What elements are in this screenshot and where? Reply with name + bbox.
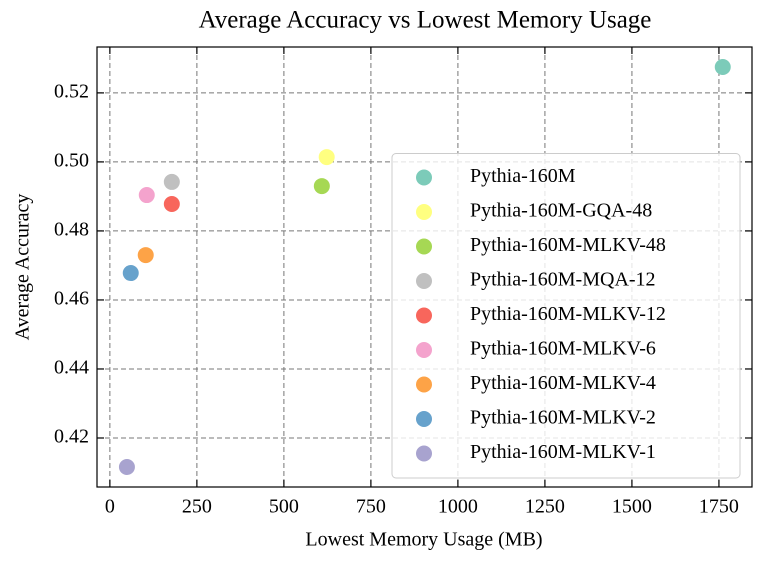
y-tick-label: 0.48 bbox=[54, 219, 89, 241]
legend-box bbox=[391, 153, 741, 479]
scatter-point bbox=[137, 247, 154, 264]
scatter-point bbox=[318, 149, 335, 166]
x-tick-label: 1750 bbox=[699, 496, 739, 518]
legend-marker bbox=[416, 273, 432, 289]
y-tick-label: 0.52 bbox=[54, 80, 89, 102]
y-tick-label: 0.46 bbox=[54, 288, 89, 310]
legend-marker bbox=[416, 376, 432, 393]
y-tick-label: 0.50 bbox=[54, 150, 89, 172]
scatter-point bbox=[313, 178, 330, 195]
legend-marker bbox=[416, 411, 432, 427]
legend-marker bbox=[416, 445, 432, 462]
scatter-point bbox=[138, 187, 155, 204]
legend-label: Pythia-160M-MQA-12 bbox=[470, 269, 656, 291]
legend-marker bbox=[416, 169, 432, 186]
legend-label: Pythia-160M-MLKV-48 bbox=[470, 234, 666, 256]
x-tick-label: 250 bbox=[182, 496, 212, 518]
y-tick-label: 0.44 bbox=[54, 357, 89, 379]
legend-marker bbox=[416, 342, 432, 358]
scatter-point bbox=[163, 173, 180, 190]
legend-label: Pythia-160M-MLKV-12 bbox=[470, 303, 666, 325]
y-tick-label: 0.42 bbox=[54, 426, 89, 448]
x-tick-label: 750 bbox=[356, 496, 386, 518]
legend-label: Pythia-160M-GQA-48 bbox=[470, 200, 652, 222]
chart-title: Average Accuracy vs Lowest Memory Usage bbox=[199, 7, 652, 34]
legend-label: Pythia-160M-MLKV-2 bbox=[470, 407, 656, 429]
x-tick-label: 0 bbox=[105, 496, 115, 518]
legend-marker bbox=[416, 238, 432, 255]
legend-label: Pythia-160M-MLKV-4 bbox=[470, 372, 656, 394]
x-tick-label: 1250 bbox=[525, 496, 565, 518]
scatter-point bbox=[163, 196, 180, 213]
legend-label: Pythia-160M-MLKV-6 bbox=[470, 338, 656, 360]
x-tick-label: 500 bbox=[269, 496, 299, 518]
scatter-point bbox=[714, 59, 731, 76]
x-tick-label: 1500 bbox=[612, 496, 652, 518]
scatter-point bbox=[122, 265, 139, 282]
x-tick-label: 1000 bbox=[438, 496, 478, 518]
y-axis-label: Average Accuracy bbox=[12, 194, 34, 341]
legend-marker bbox=[416, 204, 432, 220]
scatter-point bbox=[118, 458, 135, 475]
legend-marker bbox=[416, 307, 432, 324]
x-axis-label: Lowest Memory Usage (MB) bbox=[305, 529, 542, 551]
legend-label: Pythia-160M bbox=[470, 165, 576, 187]
legend-label: Pythia-160M-MLKV-1 bbox=[470, 441, 656, 463]
plot-frame bbox=[96, 46, 753, 488]
